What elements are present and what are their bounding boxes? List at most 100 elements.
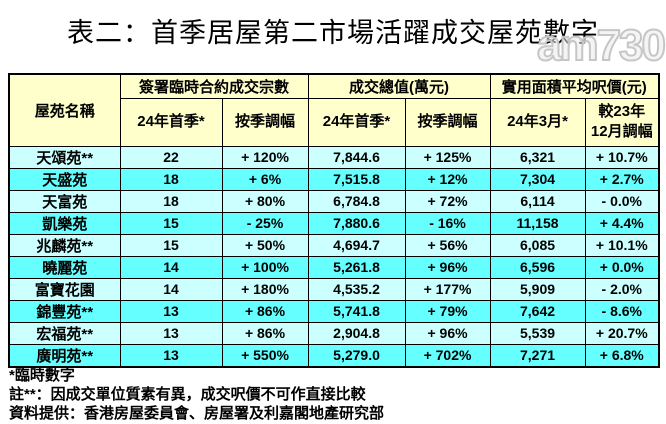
- value-cell: 14: [119, 255, 223, 279]
- header-sub-row: 24年首季* 按季調幅 24年首季* 按季調幅 24年3月* 較23年 12月調…: [9, 97, 660, 147]
- value-cell: 7,642: [489, 299, 586, 323]
- group-header-price-per-sqft: 實用面積平均呎價(元): [489, 73, 660, 99]
- value-cell: 7,304: [489, 167, 586, 191]
- value-cell: 18: [119, 167, 223, 191]
- value-cell: + 6.8%: [584, 343, 660, 367]
- estate-name-cell: 天富苑: [8, 189, 121, 213]
- value-cell: 15: [119, 233, 223, 257]
- value-cell: + 12%: [404, 167, 491, 191]
- subheader-price-vs-dec23: 較23年 12月調幅: [584, 97, 660, 147]
- value-cell: 5,279.0: [307, 343, 406, 367]
- value-cell: + 125%: [404, 145, 491, 169]
- value-cell: 7,844.6: [307, 145, 406, 169]
- value-cell: + 72%: [404, 189, 491, 213]
- estate-name-cell: 天盛苑: [8, 167, 121, 191]
- table-row: 兆麟苑** 15 + 50% 4,694.7 + 56% 6,085 + 10.1%: [8, 233, 660, 257]
- group-header-transactions: 簽署臨時合約成交宗數: [119, 73, 309, 99]
- page-title: 表二：首季居屋第二市場活躍成交屋苑數字: [67, 18, 599, 48]
- footnote-provisional: *臨時數字: [9, 367, 75, 384]
- value-cell: + 702%: [404, 343, 491, 367]
- footnote-comparison-note: 註**：因成交單位質素有異，成交呎價不可作直接比較: [9, 386, 366, 403]
- value-cell: + 86%: [221, 299, 309, 323]
- value-cell: + 86%: [221, 321, 309, 345]
- subheader-transactions-q1: 24年首季*: [119, 97, 223, 147]
- table-row: 天盛苑 18 + 6% 7,515.8 + 12% 7,304 + 2.7%: [8, 167, 660, 191]
- value-cell: 2,904.8: [307, 321, 406, 345]
- value-cell: 5,741.8: [307, 299, 406, 323]
- value-cell: 7,271: [489, 343, 586, 367]
- value-cell: 14: [119, 277, 223, 301]
- value-cell: + 0.0%: [584, 255, 660, 279]
- value-cell: + 177%: [404, 277, 491, 301]
- value-cell: 7,880.6: [307, 211, 406, 235]
- table-row: 天頌苑** 22 + 120% 7,844.6 + 125% 6,321 + 10.7%: [8, 145, 660, 169]
- table-row: 天富苑 18 + 80% 6,784.8 + 72% 6,114- 0.0%: [8, 189, 660, 213]
- value-cell: + 550%: [221, 343, 309, 367]
- value-cell: 7,515.8: [307, 167, 406, 191]
- value-cell: - 0.0%: [584, 189, 660, 213]
- footnotes: *臨時數字 註**：因成交單位質素有異，成交呎價不可作直接比較 資料提供：香港房…: [9, 366, 659, 423]
- subheader-transactions-qoq: 按季調幅: [221, 97, 309, 147]
- value-cell: + 20.7%: [584, 321, 660, 345]
- value-cell: - 25%: [221, 211, 309, 235]
- subheader-price-mar24: 24年3月*: [489, 97, 586, 147]
- table-row: 廣明苑** 13 + 550% 5,279.0 + 702% 7,271 + 6.8%: [8, 343, 660, 367]
- value-cell: 6,321: [489, 145, 586, 169]
- table-body: 天頌苑** 22 + 120% 7,844.6 + 125% 6,321 + 10.7% 天盛…: [8, 145, 660, 367]
- estate-name-cell: 凱樂苑: [8, 211, 121, 235]
- table-row: 凱樂苑 15- 25% 7,880.6- 16% 11,158 + 4.4%: [8, 211, 660, 235]
- table-row: 宏福苑** 13 + 86% 2,904.8 + 96% 5,539 + 20.7%: [8, 321, 660, 345]
- table-row: 錦豐苑** 13 + 86% 5,741.8 + 79% 7,642- 8.6%: [8, 299, 660, 323]
- estate-name-cell: 富寶花園: [8, 277, 121, 301]
- estate-name-header: 屋苑名稱: [8, 73, 121, 147]
- table-row: 富寶花園 14 + 180% 4,535.2 + 177% 5,909- 2.0%: [8, 277, 660, 301]
- value-cell: + 120%: [221, 145, 309, 169]
- value-cell: 4,535.2: [307, 277, 406, 301]
- value-cell: - 2.0%: [584, 277, 660, 301]
- subheader-value-qoq: 按季調幅: [404, 97, 491, 147]
- housing-market-table: 屋苑名稱 簽署臨時合約成交宗數 成交總值(萬元) 實用面積平均呎價(元) 24年…: [8, 73, 661, 368]
- table-row: 曉麗苑 14 + 100% 5,261.8 + 96% 6,596 + 0.0%: [8, 255, 660, 279]
- value-cell: + 6%: [221, 167, 309, 191]
- group-header-total-value: 成交總值(萬元): [307, 73, 491, 99]
- value-cell: - 16%: [404, 211, 491, 235]
- value-cell: + 50%: [221, 233, 309, 257]
- value-cell: + 10.7%: [584, 145, 660, 169]
- value-cell: 22: [119, 145, 223, 169]
- value-cell: 13: [119, 343, 223, 367]
- value-cell: 4,694.7: [307, 233, 406, 257]
- footnote-source: 資料提供：香港房屋委員會、房屋署及利嘉閣地產研究部: [9, 405, 385, 422]
- estate-name-cell: 曉麗苑: [8, 255, 121, 279]
- value-cell: + 100%: [221, 255, 309, 279]
- value-cell: + 79%: [404, 299, 491, 323]
- estate-name-cell: 兆麟苑**: [8, 233, 121, 257]
- value-cell: + 80%: [221, 189, 309, 213]
- estate-name-cell: 錦豐苑**: [8, 299, 121, 323]
- value-cell: 6,085: [489, 233, 586, 257]
- value-cell: + 96%: [404, 255, 491, 279]
- value-cell: + 180%: [221, 277, 309, 301]
- table-header: 屋苑名稱 簽署臨時合約成交宗數 成交總值(萬元) 實用面積平均呎價(元) 24年…: [8, 73, 660, 147]
- value-cell: 11,158: [489, 211, 586, 235]
- value-cell: - 8.6%: [584, 299, 660, 323]
- value-cell: 13: [119, 321, 223, 345]
- subheader-value-q1: 24年首季*: [307, 97, 406, 147]
- value-cell: 6,114: [489, 189, 586, 213]
- value-cell: 6,596: [489, 255, 586, 279]
- estate-name-cell: 廣明苑**: [8, 343, 121, 367]
- estate-name-cell: 天頌苑**: [8, 145, 121, 169]
- value-cell: 15: [119, 211, 223, 235]
- value-cell: + 96%: [404, 321, 491, 345]
- value-cell: + 10.1%: [584, 233, 660, 257]
- value-cell: 5,539: [489, 321, 586, 345]
- value-cell: 5,909: [489, 277, 586, 301]
- value-cell: 6,784.8: [307, 189, 406, 213]
- value-cell: 13: [119, 299, 223, 323]
- value-cell: 5,261.8: [307, 255, 406, 279]
- value-cell: + 4.4%: [584, 211, 660, 235]
- estate-name-cell: 宏福苑**: [8, 321, 121, 345]
- value-cell: 18: [119, 189, 223, 213]
- header-group-row: 屋苑名稱 簽署臨時合約成交宗數 成交總值(萬元) 實用面積平均呎價(元): [8, 73, 660, 147]
- value-cell: + 2.7%: [584, 167, 660, 191]
- value-cell: + 56%: [404, 233, 491, 257]
